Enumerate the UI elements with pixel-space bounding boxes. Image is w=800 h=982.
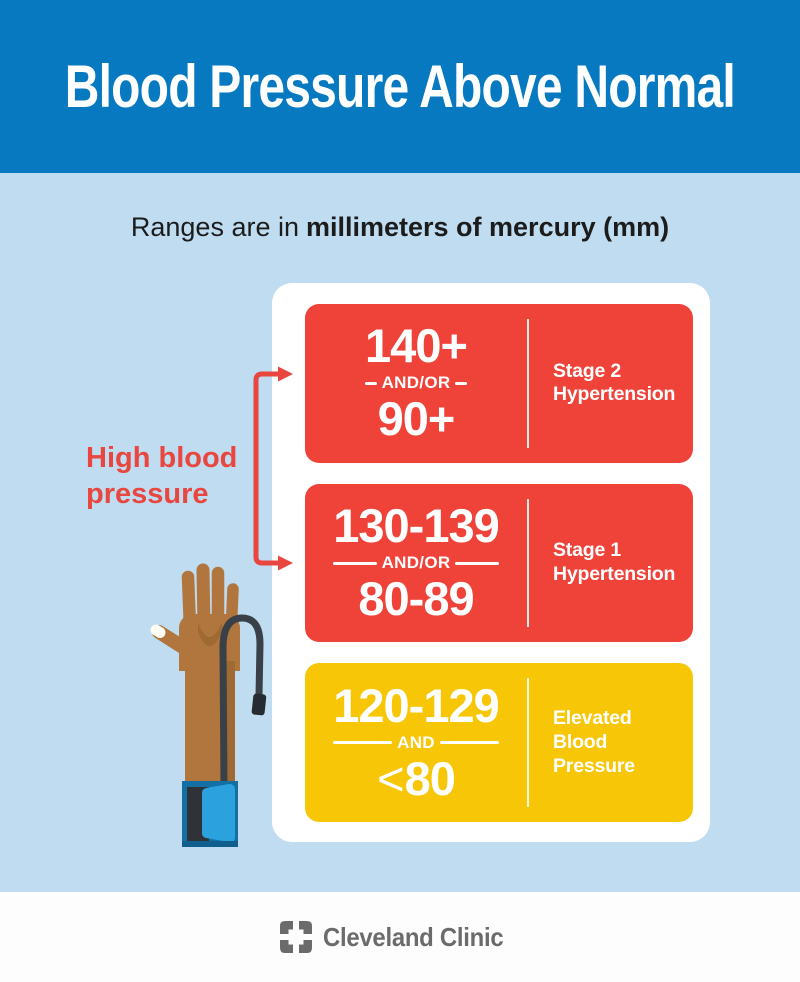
category-label: Stage 2 Hypertension xyxy=(553,359,676,406)
values-group: 130-139 AND/OR 80-89 xyxy=(333,499,499,625)
diastolic-range: <80 xyxy=(377,751,456,805)
values-column: 130-139 AND/OR 80-89 xyxy=(305,484,527,643)
connector-label: AND xyxy=(333,733,499,753)
card-stage2-hypertension: 140+ AND/OR 90+ Stage 2 Hypertension xyxy=(305,304,693,463)
card-divider xyxy=(527,498,529,628)
systolic-range: 120-129 xyxy=(333,678,499,732)
diastolic-text: 80 xyxy=(404,751,456,805)
subtitle-prefix: Ranges are in xyxy=(130,212,299,242)
category-label-wrap: Stage 2 Hypertension xyxy=(529,304,693,463)
footer: Cleveland Clinic xyxy=(0,892,800,982)
diastolic-range: 90+ xyxy=(377,392,456,446)
page-title: Blood Pressure Above Normal xyxy=(64,53,736,120)
category-label-wrap: Stage 1 Hypertension xyxy=(529,484,693,643)
values-group: 120-129 AND <80 xyxy=(333,678,499,805)
category-label-wrap: Elevated Blood Pressure xyxy=(529,663,693,822)
units-subtitle: Ranges are in millimeters of mercury (mm) xyxy=(0,212,800,243)
diastolic-text: 80-89 xyxy=(358,572,474,625)
ranges-panel: 140+ AND/OR 90+ Stage 2 Hypertension 130… xyxy=(272,283,710,842)
header: Blood Pressure Above Normal xyxy=(0,0,800,173)
connector-text: AND/OR xyxy=(381,553,451,572)
connector-text: AND/OR xyxy=(381,373,451,393)
systolic-range: 130-139 xyxy=(333,499,499,553)
cleveland-clinic-logo-icon xyxy=(280,921,313,953)
values-column: 140+ AND/OR 90+ xyxy=(305,304,527,463)
diastolic-range: 80-89 xyxy=(358,572,474,625)
connector-label: AND/OR xyxy=(333,553,499,573)
card-divider xyxy=(527,678,529,808)
card-stage1-hypertension: 130-139 AND/OR 80-89 Stage 1 Hypertensio… xyxy=(305,483,693,643)
connector-label: AND/OR xyxy=(365,373,468,393)
connector-text: AND xyxy=(397,732,435,752)
card-elevated-blood-pressure: 120-129 AND <80 Elevated Blood Pressure xyxy=(305,663,693,823)
systolic-range: 140+ xyxy=(365,319,468,373)
diastolic-text: 90+ xyxy=(377,392,456,446)
values-column: 120-129 AND <80 xyxy=(305,663,527,822)
high-bp-bracket-arrows-icon xyxy=(253,366,293,571)
category-label: Elevated Blood Pressure xyxy=(553,707,635,777)
category-label: Stage 1 Hypertension xyxy=(553,539,676,585)
high-blood-pressure-label: High blood pressure xyxy=(86,442,238,510)
subtitle-units: millimeters of mercury (mm) xyxy=(305,212,670,242)
card-divider xyxy=(527,319,529,448)
arm-blood-pressure-cuff-illustration xyxy=(150,563,267,847)
values-group: 140+ AND/OR 90+ xyxy=(365,322,468,444)
less-than-sign: < xyxy=(377,751,405,805)
brand-wordmark: Cleveland Clinic xyxy=(323,921,504,952)
